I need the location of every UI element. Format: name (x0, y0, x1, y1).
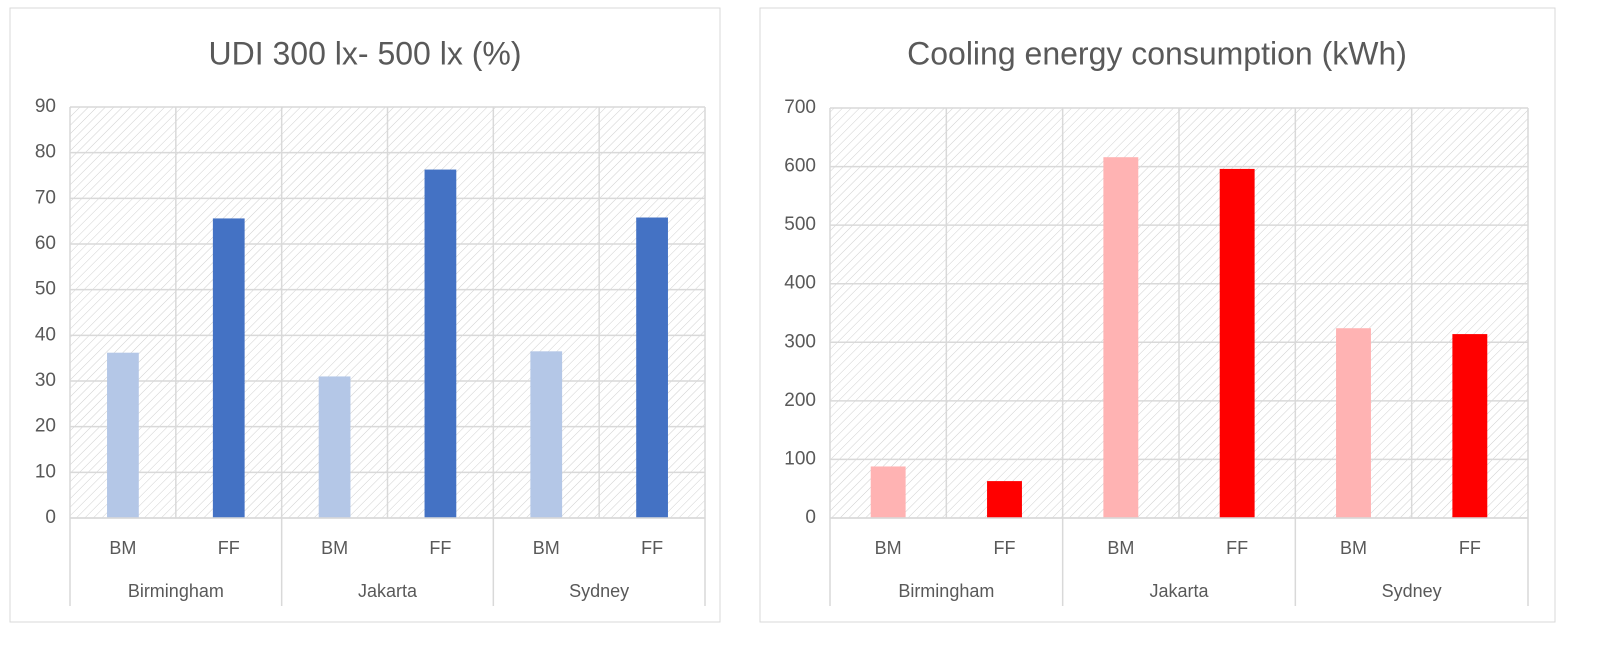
y-tick-label: 0 (45, 507, 56, 528)
y-tick-label: 50 (35, 279, 56, 300)
bar (1452, 334, 1488, 518)
y-tick-label: 40 (35, 324, 56, 345)
x-tick-label: FF (641, 538, 663, 558)
x-tick-label: FF (994, 538, 1016, 558)
y-tick-label: 0 (805, 507, 816, 528)
group-label: Birmingham (898, 581, 994, 601)
bar (212, 218, 245, 518)
x-tick-label: BM (1340, 538, 1367, 558)
x-tick-label: BM (109, 538, 136, 558)
bar (1103, 157, 1139, 518)
bar (318, 376, 351, 518)
y-tick-label: 20 (35, 416, 56, 437)
group-label: Sydney (569, 581, 629, 601)
bar (636, 217, 668, 518)
y-tick-label: 10 (35, 461, 56, 482)
bar (424, 169, 457, 518)
x-tick-label: BM (321, 538, 348, 558)
chart-title: UDI 300 lx- 500 lx (%) (209, 35, 522, 71)
x-tick-label: FF (1226, 538, 1248, 558)
bar (107, 352, 139, 518)
x-tick-label: BM (1107, 538, 1134, 558)
x-tick-label: BM (875, 538, 902, 558)
y-tick-label: 300 (784, 331, 816, 352)
y-tick-label: 700 (784, 97, 816, 118)
y-tick-label: 400 (784, 273, 816, 294)
y-tick-label: 90 (35, 96, 56, 117)
x-tick-label: FF (429, 538, 451, 558)
chart-title: Cooling energy consumption (kWh) (907, 35, 1407, 71)
x-tick-label: FF (1459, 538, 1481, 558)
y-tick-label: 60 (35, 233, 56, 254)
group-label: Birmingham (128, 581, 224, 601)
bar (987, 481, 1022, 518)
y-tick-label: 80 (35, 142, 56, 163)
x-tick-label: FF (218, 538, 240, 558)
bar (1219, 168, 1255, 518)
group-label: Sydney (1382, 581, 1442, 601)
y-tick-label: 500 (784, 214, 816, 235)
y-tick-label: 200 (784, 390, 816, 411)
y-tick-label: 600 (784, 156, 816, 177)
y-tick-label: 30 (35, 370, 56, 391)
bar (530, 351, 563, 518)
bar (870, 466, 906, 518)
bar (1336, 328, 1371, 518)
x-tick-label: BM (533, 538, 560, 558)
group-label: Jakarta (1149, 581, 1209, 601)
group-label: Jakarta (358, 581, 418, 601)
y-tick-label: 70 (35, 187, 56, 208)
y-tick-label: 100 (784, 448, 816, 469)
